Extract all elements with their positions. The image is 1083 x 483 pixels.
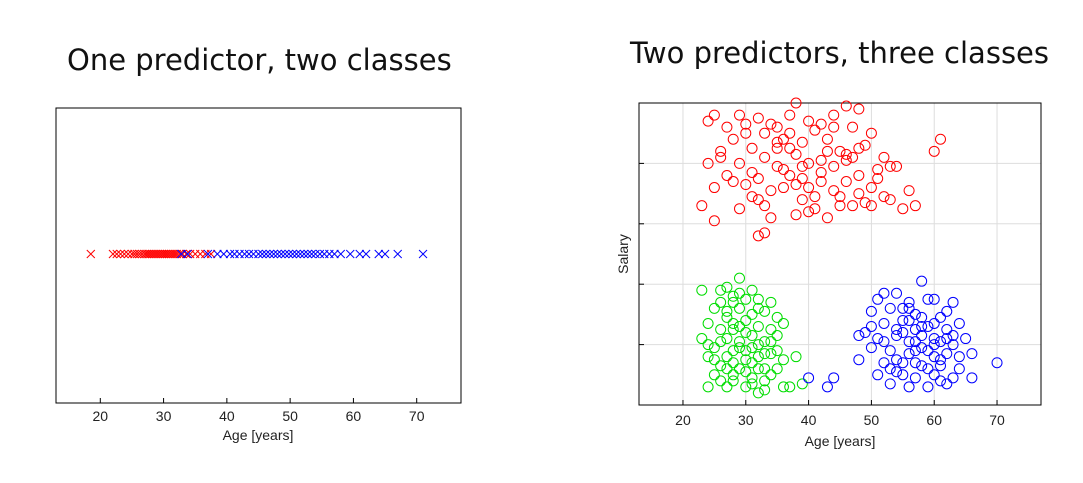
data-point-cross	[292, 249, 301, 259]
data-point-cross	[374, 249, 384, 259]
left-data-points	[86, 249, 428, 259]
data-point-cross	[206, 249, 216, 259]
data-point-cross	[355, 249, 365, 259]
x-tick-label: 70	[409, 408, 425, 424]
x-tick-label: 30	[156, 408, 172, 424]
data-point-cross	[86, 249, 96, 259]
data-point-cross	[315, 249, 325, 259]
data-point-cross	[137, 249, 147, 259]
data-point-cross	[295, 249, 305, 259]
data-point-cross	[116, 249, 125, 259]
data-point-cross	[240, 249, 249, 259]
x-tick-label: 20	[93, 408, 109, 424]
data-point-cross	[299, 249, 309, 259]
left-x-axis-label: Age [years]	[223, 427, 294, 443]
data-point-cross	[168, 249, 178, 259]
data-point-cross	[261, 249, 271, 259]
data-point-cross	[254, 249, 263, 259]
x-tick-label: 50	[282, 408, 298, 424]
data-point-cross	[269, 249, 279, 259]
data-point-cross	[330, 249, 339, 259]
left-plot-frame	[55, 107, 462, 404]
data-point-cross	[108, 249, 118, 259]
data-point-cross	[225, 249, 235, 259]
data-point-cross	[336, 249, 346, 259]
data-point-cross	[112, 249, 122, 259]
data-point-cross	[213, 249, 222, 259]
data-point-cross	[175, 249, 184, 259]
x-tick-label: 60	[346, 408, 362, 424]
data-point-cross	[288, 249, 298, 259]
x-tick-label: 40	[219, 408, 235, 424]
chart-title-right: Two predictors, three classes	[630, 36, 1049, 70]
chart-title-left: One predictor, two classes	[67, 43, 452, 77]
data-point-cross	[244, 249, 254, 259]
data-point-cross	[361, 249, 371, 259]
data-point-cross	[345, 249, 355, 259]
data-point-cross	[276, 249, 286, 259]
data-point-cross	[273, 249, 282, 259]
data-point-cross	[311, 249, 320, 259]
data-point-cross	[176, 249, 186, 259]
data-point-cross	[119, 249, 129, 259]
data-point-cross	[257, 249, 267, 259]
data-point-cross	[265, 249, 275, 259]
data-point-cross	[170, 249, 180, 259]
data-point-cross	[219, 249, 229, 259]
data-point-cross	[307, 249, 317, 259]
data-point-cross	[284, 249, 294, 259]
left-x-ticks: 20 30 40 50 60 70	[93, 398, 425, 424]
data-point-cross	[393, 249, 403, 259]
data-point-cross	[183, 249, 192, 259]
data-point-cross	[303, 249, 313, 259]
data-point-cross	[380, 249, 390, 259]
data-point-cross	[280, 249, 290, 259]
data-point-cross	[418, 249, 428, 259]
data-point-cross	[203, 249, 213, 259]
data-point-cross	[123, 249, 133, 259]
